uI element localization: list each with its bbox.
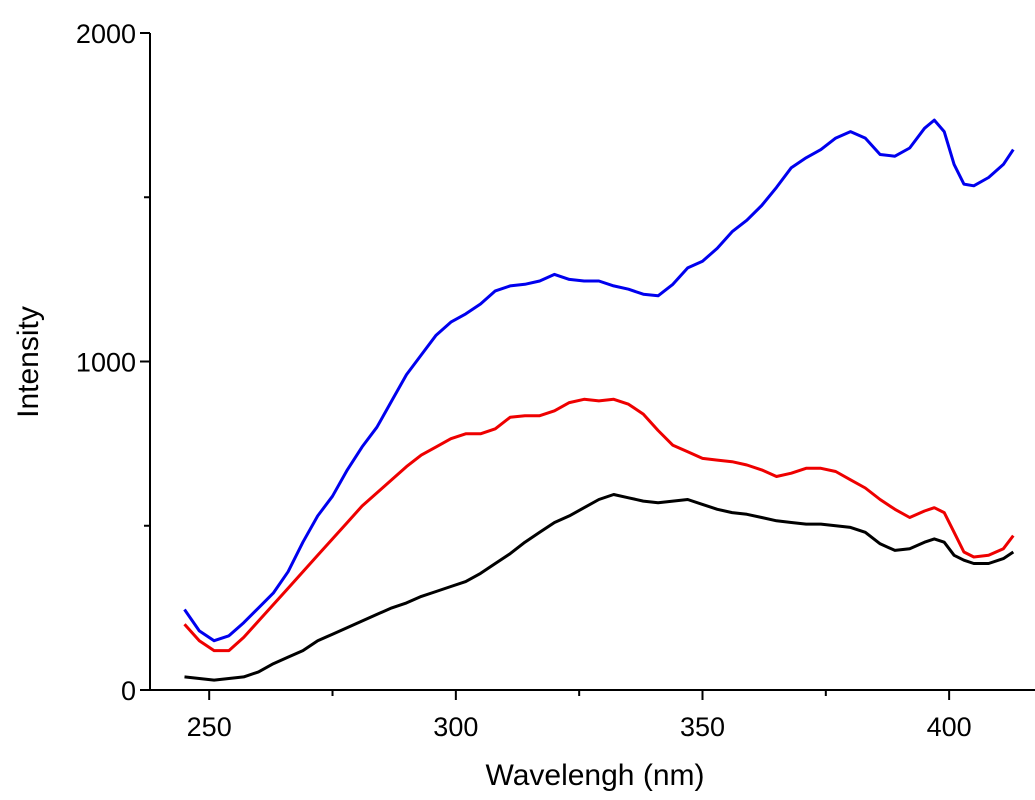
series-line [184, 493, 1015, 682]
x-tick-label: 250 [187, 712, 232, 742]
x-axis-title: Wavelengh (nm) [486, 759, 705, 792]
x-tick-label: 350 [680, 712, 725, 742]
y-tick-label: 2000 [76, 19, 136, 49]
x-tick-label: 300 [433, 712, 478, 742]
series-line [183, 397, 1015, 653]
series-line [183, 118, 1015, 643]
y-tick-label: 1000 [76, 348, 136, 378]
x-tick-label: 400 [927, 712, 972, 742]
y-tick-label: 0 [121, 676, 136, 706]
y-axis-title: Intensity [12, 306, 45, 418]
